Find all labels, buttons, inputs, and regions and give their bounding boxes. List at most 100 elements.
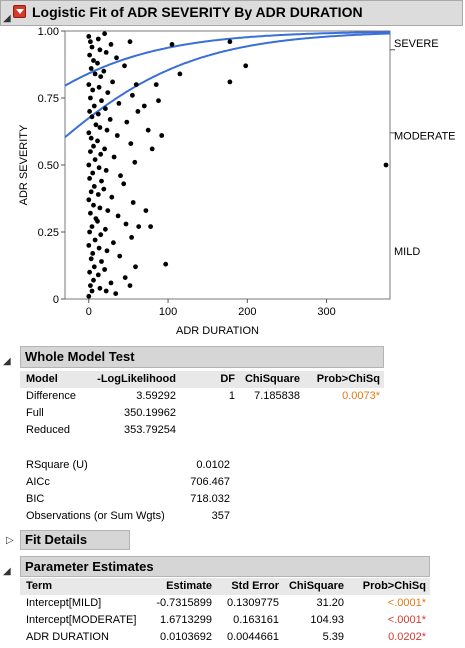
whole-model-test-header[interactable]: Whole Model Test (20, 346, 384, 368)
report-title-bar (0, 0, 463, 26)
category-label-right: MODERATE (394, 131, 456, 143)
data-point (98, 232, 104, 238)
data-point (130, 92, 135, 98)
pe-col-estimate: Estimate (166, 580, 212, 592)
data-point (87, 229, 92, 235)
data-point (99, 259, 104, 264)
data-point (149, 146, 155, 152)
data-point (156, 98, 161, 104)
data-point (95, 218, 100, 224)
pe-header-row-bg (20, 578, 430, 595)
data-point (122, 275, 128, 280)
wm-row-difference-prob: 0.0073* (342, 390, 380, 402)
wm-row-difference-chisq: 7.185838 (254, 390, 300, 402)
pe-row-mild-term: Intercept[MILD] (26, 597, 102, 609)
stat-observations-label: Observations (or Sum Wgts) (26, 510, 165, 522)
x-tick-label: 100 (159, 306, 177, 318)
y-tick-label: 0 (53, 294, 59, 306)
data-point (87, 52, 92, 58)
data-point (89, 224, 95, 230)
data-point (89, 114, 95, 120)
category-label-right: MILD (394, 246, 420, 258)
data-point (97, 47, 103, 53)
data-point (127, 283, 133, 288)
data-point (95, 36, 101, 42)
pe-row-duration-estimate: 0.0103692 (160, 631, 212, 643)
y-tick-label: 1.00 (38, 26, 59, 38)
data-point (117, 253, 123, 259)
parameter-estimates-header[interactable]: Parameter Estimates (20, 556, 430, 577)
data-point (88, 149, 93, 154)
data-point (243, 63, 249, 69)
collapse-triangle-icon[interactable]: ◢ (3, 13, 11, 24)
data-point (90, 170, 96, 176)
data-point (122, 63, 127, 69)
data-point (97, 285, 103, 291)
data-point (86, 162, 92, 168)
data-point (141, 103, 147, 109)
fit-details-disclosure-icon[interactable]: ▷ (6, 535, 14, 546)
wm-col-prob: Prob>ChiSq (316, 373, 380, 385)
data-point (86, 34, 92, 39)
wm-row-difference-label: Difference (26, 390, 76, 402)
pe-row-duration-chisq: 5.39 (322, 631, 344, 643)
pe-row-moderate-stderror: 0.163161 (233, 614, 279, 626)
data-point (115, 213, 121, 219)
data-point (92, 237, 98, 243)
data-point (135, 109, 141, 114)
data-point (103, 226, 108, 232)
pe-row-moderate-estimate: 1.6713299 (160, 614, 212, 626)
pe-row-mild-chisq: 31.20 (316, 597, 344, 609)
pe-row-moderate-chisq: 104.93 (310, 614, 344, 626)
data-point (227, 39, 233, 45)
data-point (110, 79, 115, 85)
data-point (91, 202, 96, 208)
data-points (86, 31, 389, 299)
red-triangle-menu-icon[interactable] (13, 5, 26, 18)
data-point (128, 141, 134, 146)
data-point (143, 208, 149, 214)
data-point (98, 151, 104, 157)
data-point (127, 39, 133, 45)
pe-col-stderror: Std Error (231, 580, 279, 592)
data-point (159, 133, 165, 138)
data-point (91, 184, 97, 189)
axis-labels: ADR DURATION ADR SEVERITY SEVERE MODERATE MI… (18, 38, 456, 337)
data-point (92, 157, 98, 163)
wm-row-difference-df: 1 (228, 390, 235, 402)
data-point (104, 127, 110, 133)
data-point (88, 95, 93, 101)
x-axis-title: ADR DURATION (176, 325, 259, 337)
data-point (95, 138, 100, 144)
pe-row-moderate-prob: <.0001* (387, 614, 426, 626)
data-point (87, 176, 92, 181)
wm-col-df: DF (220, 373, 235, 385)
y-tick-label: 0.50 (38, 160, 59, 172)
logistic-curve-1 (64, 31, 390, 87)
data-point (101, 186, 107, 192)
data-point (91, 143, 96, 149)
data-point (97, 125, 103, 130)
data-point (227, 79, 233, 85)
data-point (107, 117, 113, 122)
pe-row-duration-term: ADR DURATION (26, 631, 109, 643)
data-point (123, 221, 129, 227)
stat-aicc-value: 706.467 (190, 476, 230, 488)
whole-model-disclosure-icon[interactable]: ◢ (3, 356, 11, 367)
data-point (89, 44, 95, 50)
wm-row-reduced-label: Reduced (26, 424, 71, 436)
data-point (96, 245, 102, 251)
data-point (148, 224, 154, 230)
pe-col-term: Term (26, 580, 53, 592)
data-point (102, 31, 107, 37)
data-point (90, 251, 96, 256)
data-point (103, 106, 108, 112)
data-point (88, 135, 94, 141)
data-point (383, 162, 389, 168)
data-point (133, 264, 138, 270)
whole-model-header-row-bg (20, 371, 384, 388)
wm-row-reduced-loglik: 353.79254 (124, 424, 176, 436)
fit-details-header[interactable]: Fit Details (20, 530, 130, 550)
data-point (111, 240, 116, 246)
parameter-estimates-disclosure-icon[interactable]: ◢ (3, 566, 11, 577)
